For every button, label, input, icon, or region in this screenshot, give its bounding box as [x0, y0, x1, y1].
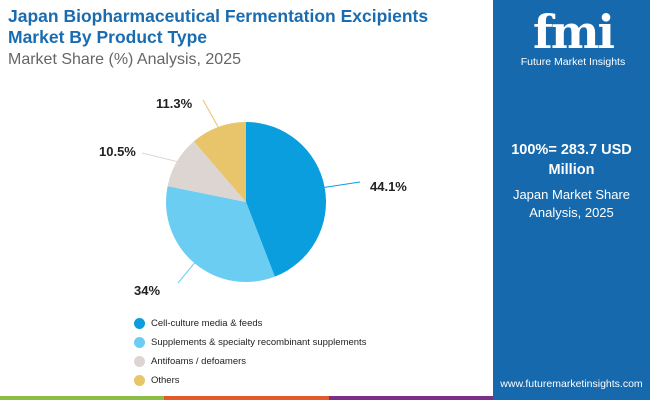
legend-item: Others: [134, 371, 366, 390]
chart-title: Japan Biopharmaceutical Fermentation Exc…: [8, 6, 429, 47]
label-others: 11.3%: [156, 96, 193, 111]
brand-name: Future Market Insights: [520, 56, 626, 68]
label-antifoams: 10.5%: [99, 144, 136, 159]
logo-mark: fmi: [533, 5, 615, 59]
legend-item: Antifoams / defoamers: [134, 352, 366, 371]
label-cell-culture: 44.1%: [370, 179, 407, 194]
chart-subtitle: Market Share (%) Analysis, 2025: [8, 51, 241, 68]
legend: Cell-culture media & feeds Supplements &…: [134, 314, 366, 390]
leader-line: [324, 181, 361, 188]
legend-item: Cell-culture media & feeds: [134, 314, 366, 333]
accent-bar-orange: [164, 396, 329, 400]
accent-bar-purple: [328, 396, 493, 400]
region-caption: Japan Market Share Analysis, 2025: [512, 187, 631, 220]
slice-cell-culture: [246, 122, 326, 277]
info-panel: fmi Future Market Insights 100%= 283.7 U…: [493, 0, 650, 400]
legend-swatch: [134, 375, 145, 386]
legend-label: Supplements & specialty recombinant supp…: [151, 337, 367, 348]
slice-others: [193, 122, 246, 202]
legend-label: Others: [151, 375, 180, 386]
fmi-logo: fmi Future Market Insights: [513, 8, 633, 68]
pie-chart: [141, 99, 361, 284]
accent-bar-green: [0, 396, 165, 400]
accent-bars: [0, 396, 493, 400]
leader-line: [177, 262, 195, 284]
slice-supplements: [166, 186, 275, 283]
website-link[interactable]: www.futuremarketinsights.com: [500, 378, 643, 390]
legend-item: Supplements & specialty recombinant supp…: [134, 333, 366, 352]
market-total: 100%= 283.7 USD Million: [511, 142, 632, 178]
legend-label: Cell-culture media & feeds: [151, 318, 263, 329]
leader-line: [141, 152, 178, 163]
legend-swatch: [134, 337, 145, 348]
legend-swatch: [134, 356, 145, 367]
leader-line: [202, 99, 219, 128]
legend-label: Antifoams / defoamers: [151, 356, 247, 367]
legend-swatch: [134, 318, 145, 329]
slice-antifoams: [167, 141, 246, 202]
label-supplements: 34%: [134, 283, 161, 298]
